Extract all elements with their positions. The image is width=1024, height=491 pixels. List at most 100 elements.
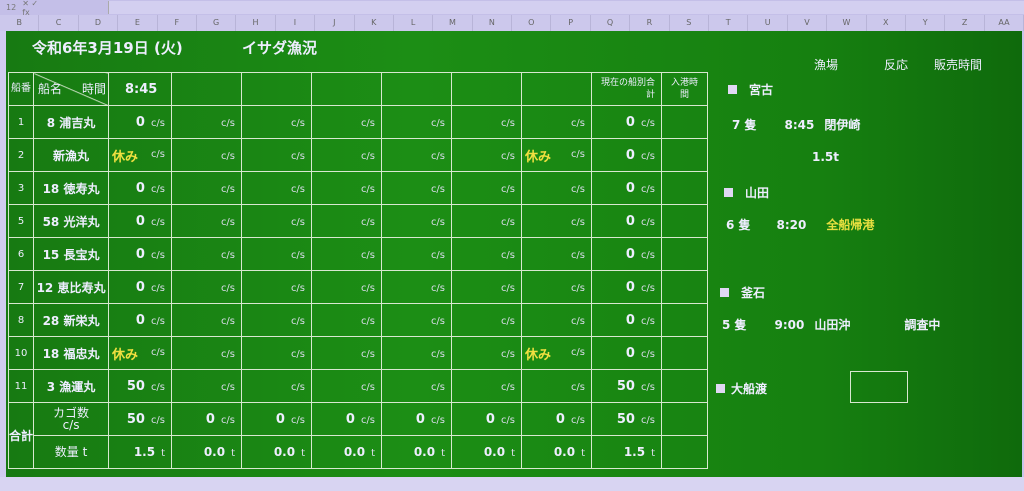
header-time-slot[interactable] bbox=[451, 72, 523, 106]
catch-cell[interactable]: c/s bbox=[241, 171, 313, 205]
catch-cell[interactable]: 0 c/s bbox=[108, 237, 173, 271]
port-time-cell[interactable] bbox=[661, 204, 709, 238]
catch-cell[interactable]: c/s bbox=[241, 105, 313, 139]
cases-sum[interactable]: 50 c/s bbox=[108, 402, 173, 436]
catch-cell[interactable]: c/s bbox=[521, 369, 593, 403]
formula-input[interactable] bbox=[107, 1, 1024, 14]
catch-cell[interactable]: c/s bbox=[311, 369, 383, 403]
catch-cell[interactable]: c/s bbox=[171, 204, 243, 238]
qty-sum[interactable]: 0.0 t bbox=[311, 435, 383, 469]
catch-cell[interactable]: c/s bbox=[311, 204, 383, 238]
boat-name[interactable]: 58 光洋丸 bbox=[33, 204, 110, 238]
catch-cell[interactable]: c/s bbox=[381, 336, 453, 370]
catch-cell[interactable]: c/s bbox=[451, 138, 523, 172]
selected-cell-box[interactable] bbox=[850, 371, 908, 403]
catch-cell[interactable]: c/s bbox=[171, 303, 243, 337]
catch-cell[interactable]: c/s bbox=[381, 204, 453, 238]
column-header[interactable]: U bbox=[748, 15, 788, 31]
cases-sum[interactable]: 0 c/s bbox=[241, 402, 313, 436]
column-header[interactable]: X bbox=[867, 15, 906, 31]
catch-cell[interactable]: c/s bbox=[171, 171, 243, 205]
catch-cell[interactable]: c/s bbox=[171, 270, 243, 304]
catch-cell[interactable]: c/s bbox=[381, 105, 453, 139]
boat-name[interactable]: 18 福忠丸 bbox=[33, 336, 110, 370]
header-time-1[interactable]: 8:45 bbox=[108, 72, 173, 106]
catch-cell[interactable]: c/s bbox=[171, 138, 243, 172]
qty-grand-total[interactable]: 1.5 t bbox=[591, 435, 663, 469]
boat-name[interactable]: 8 浦吉丸 bbox=[33, 105, 110, 139]
catch-cell[interactable]: c/s bbox=[241, 303, 313, 337]
name-box[interactable]: 12 bbox=[6, 3, 17, 12]
catch-cell[interactable]: c/s bbox=[241, 204, 313, 238]
header-time-slot[interactable] bbox=[241, 72, 313, 106]
qty-sum[interactable]: 1.5 t bbox=[108, 435, 173, 469]
boat-name[interactable]: 3 漁運丸 bbox=[33, 369, 110, 403]
column-header[interactable]: D bbox=[79, 15, 119, 31]
column-header[interactable]: G bbox=[197, 15, 237, 31]
boat-total[interactable]: 0 c/s bbox=[591, 237, 663, 271]
qty-sum[interactable]: 0.0 t bbox=[171, 435, 243, 469]
column-header[interactable]: H bbox=[236, 15, 276, 31]
header-port-time[interactable]: 入港時間 bbox=[661, 72, 709, 106]
column-header[interactable]: V bbox=[788, 15, 828, 31]
header-name-time[interactable]: 船名 時間 bbox=[33, 72, 110, 106]
header-time-slot[interactable] bbox=[381, 72, 453, 106]
boat-total[interactable]: 0 c/s bbox=[591, 138, 663, 172]
catch-cell[interactable]: c/s bbox=[451, 204, 523, 238]
catch-cell[interactable]: c/s bbox=[171, 237, 243, 271]
port-time-cell[interactable] bbox=[661, 105, 709, 139]
cases-sum[interactable]: 0 c/s bbox=[521, 402, 593, 436]
header-time-slot[interactable] bbox=[171, 72, 243, 106]
catch-cell[interactable]: c/s bbox=[451, 171, 523, 205]
header-time-slot[interactable] bbox=[311, 72, 383, 106]
catch-cell[interactable]: c/s bbox=[521, 303, 593, 337]
column-header[interactable]: S bbox=[670, 15, 710, 31]
catch-cell[interactable]: c/s bbox=[311, 336, 383, 370]
catch-cell[interactable]: c/s bbox=[241, 237, 313, 271]
column-header[interactable]: C bbox=[39, 15, 79, 31]
port-time-cell[interactable] bbox=[661, 237, 709, 271]
boat-total[interactable]: 0 c/s bbox=[591, 336, 663, 370]
qty-sum[interactable]: 0.0 t bbox=[521, 435, 593, 469]
qty-sum[interactable]: 0.0 t bbox=[451, 435, 523, 469]
boat-name[interactable]: 28 新栄丸 bbox=[33, 303, 110, 337]
catch-cell[interactable]: c/s bbox=[381, 138, 453, 172]
cases-sum[interactable]: 0 c/s bbox=[381, 402, 453, 436]
boat-name[interactable]: 18 徳寿丸 bbox=[33, 171, 110, 205]
catch-cell[interactable]: c/s bbox=[381, 237, 453, 271]
boat-number[interactable]: 7 bbox=[7, 270, 35, 304]
catch-cell[interactable]: c/s bbox=[451, 270, 523, 304]
port-time-cell[interactable] bbox=[661, 303, 709, 337]
catch-cell[interactable]: c/s bbox=[311, 270, 383, 304]
catch-cell[interactable]: c/s bbox=[171, 105, 243, 139]
qty-sum[interactable]: 0.0 t bbox=[241, 435, 313, 469]
boat-name[interactable]: 12 恵比寿丸 bbox=[33, 270, 110, 304]
cases-sum[interactable]: 0 c/s bbox=[311, 402, 383, 436]
catch-cell[interactable]: c/s bbox=[521, 105, 593, 139]
column-header[interactable]: Z bbox=[945, 15, 985, 31]
catch-cell[interactable]: c/s bbox=[171, 369, 243, 403]
boat-name[interactable]: 15 長宝丸 bbox=[33, 237, 110, 271]
header-time-slot[interactable] bbox=[521, 72, 593, 106]
catch-cell[interactable]: c/s bbox=[451, 237, 523, 271]
port-time-cell[interactable] bbox=[661, 270, 709, 304]
catch-cell[interactable]: 0 c/s bbox=[108, 105, 173, 139]
column-header[interactable]: Q bbox=[591, 15, 631, 31]
column-header[interactable]: K bbox=[355, 15, 394, 31]
header-total[interactable]: 現在の船別合計 bbox=[591, 72, 663, 106]
boat-number[interactable]: 5 bbox=[7, 204, 35, 238]
port-time-cell[interactable] bbox=[661, 138, 709, 172]
catch-cell[interactable]: c/s bbox=[311, 138, 383, 172]
catch-cell[interactable]: c/s bbox=[451, 105, 523, 139]
spreadsheet-area[interactable]: 令和6年3月19日 (火) イサダ漁況 船番 船名 時間 8:45 現在の船別合計 入港時… bbox=[6, 31, 1022, 477]
empty-cell[interactable] bbox=[661, 402, 709, 436]
column-header[interactable]: R bbox=[630, 15, 670, 31]
port-time-cell[interactable] bbox=[661, 336, 709, 370]
column-header[interactable]: B bbox=[0, 15, 40, 31]
boat-number[interactable]: 11 bbox=[7, 369, 35, 403]
column-header[interactable]: AA bbox=[985, 15, 1024, 31]
catch-cell[interactable]: c/s bbox=[311, 237, 383, 271]
catch-cell[interactable]: c/s bbox=[521, 171, 593, 205]
boat-number[interactable]: 6 bbox=[7, 237, 35, 271]
boat-number[interactable]: 10 bbox=[7, 336, 35, 370]
